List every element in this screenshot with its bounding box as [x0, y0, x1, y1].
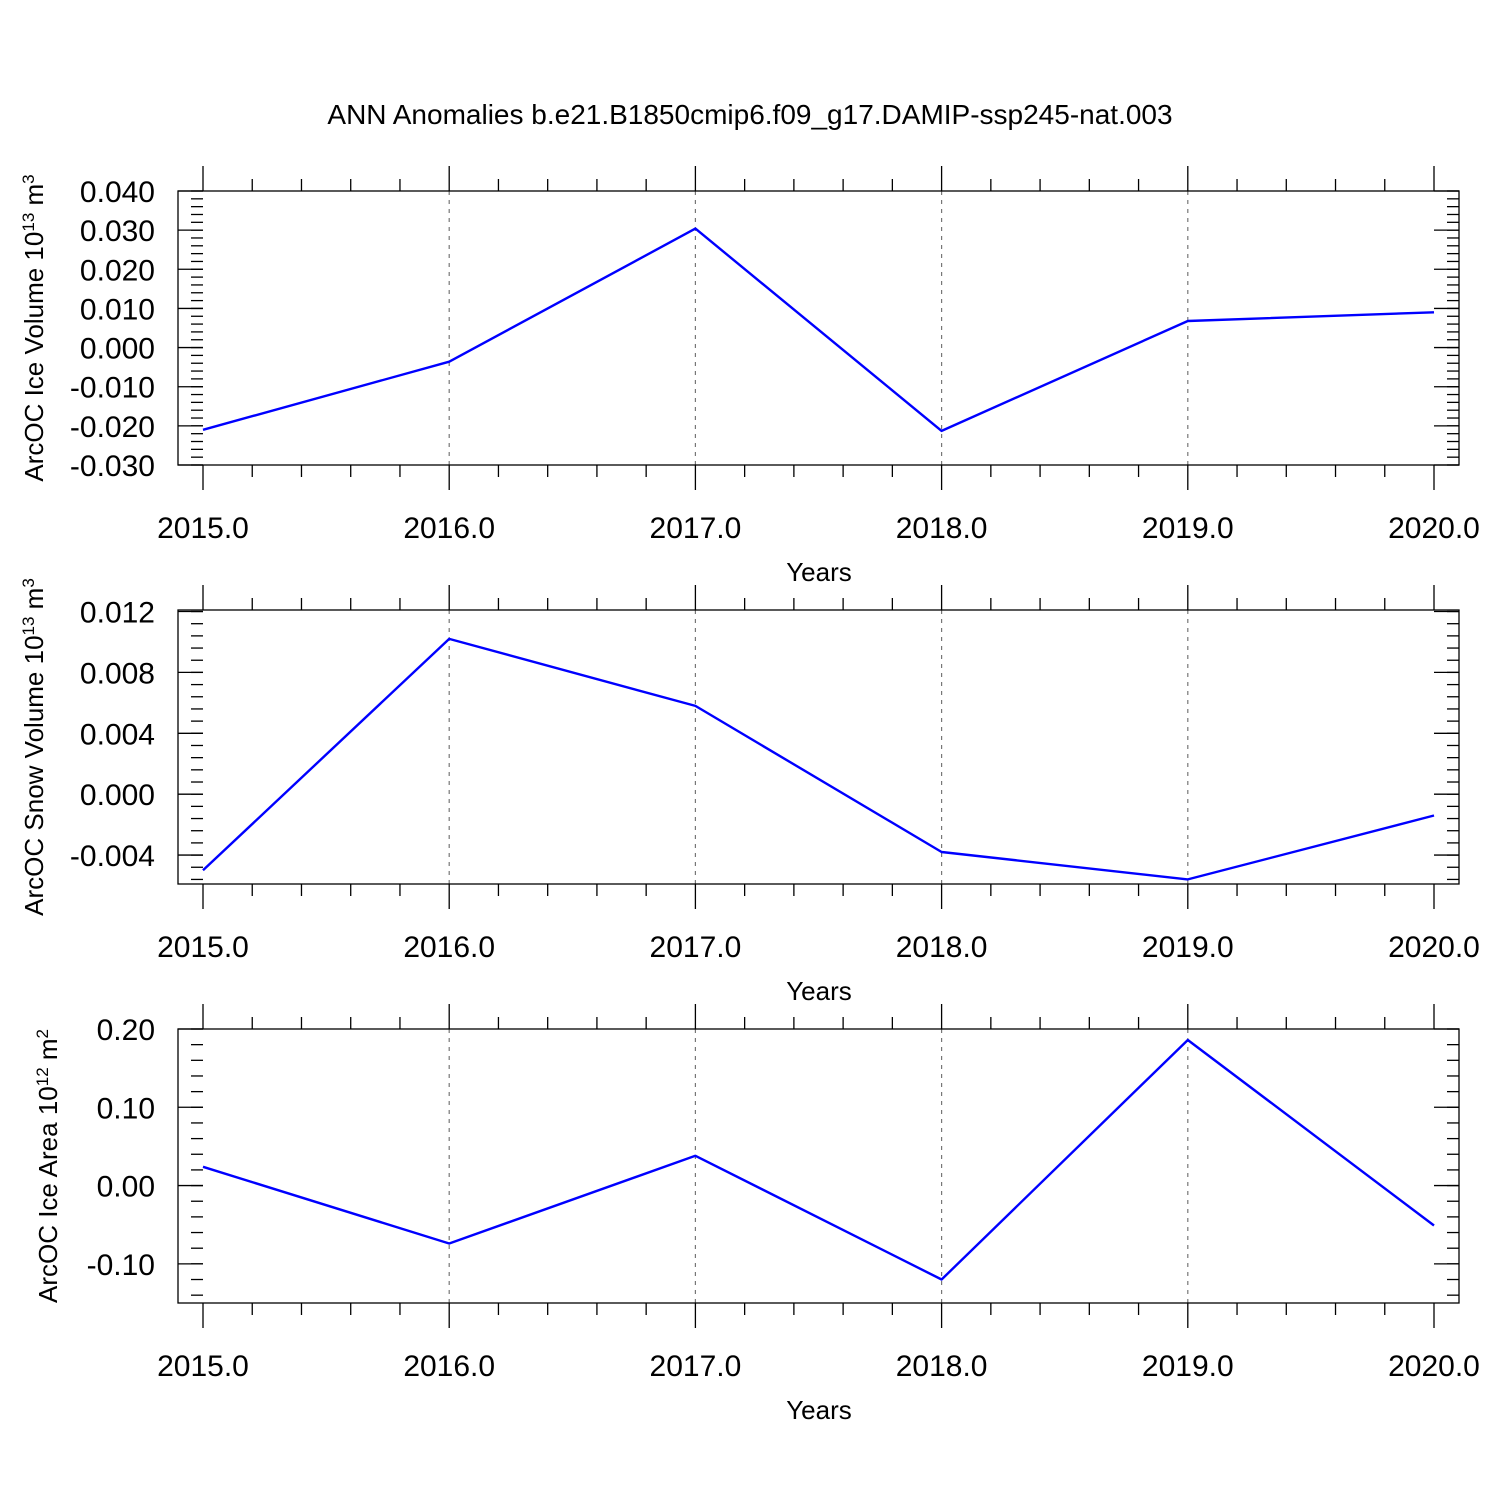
- plot-frame: [177, 609, 1460, 885]
- x-tick-label: 2017.0: [650, 512, 742, 545]
- x-tick-label: 2017.0: [650, 1350, 742, 1383]
- x-tick-label: 2019.0: [1142, 512, 1234, 545]
- x-tick-label: 2018.0: [896, 1350, 988, 1383]
- x-tick-label: 2016.0: [403, 512, 495, 545]
- x-tick-label: 2020.0: [1388, 931, 1480, 964]
- y-tick-label: 0.012: [80, 597, 155, 630]
- figure-title: ANN Anomalies b.e21.B1850cmip6.f09_g17.D…: [327, 99, 1172, 130]
- x-axis-label: Years: [786, 1395, 852, 1425]
- y-tick-label: 0.030: [80, 215, 155, 248]
- y-tick-label: -0.004: [70, 840, 155, 873]
- y-label-exp: 13: [19, 213, 38, 232]
- panel-1: 2015.0 2016.0 2017.0 2018.0 2019.0 2020.0 -0.0…: [19, 166, 1480, 587]
- y-label-unit: m: [33, 1038, 63, 1067]
- y-axis-label: ArcOC Ice Area 1012 m2: [33, 1029, 64, 1303]
- x-tick-label: 2019.0: [1142, 1350, 1234, 1383]
- y-label-main: ArcOC Snow Volume 10: [19, 635, 49, 915]
- y-tick-label: 0.000: [80, 779, 155, 812]
- x-tick-label: 2015.0: [157, 512, 249, 545]
- y-tick-label: 0.010: [80, 293, 155, 326]
- panel-2: 2015.0 2016.0 2017.0 2018.0 2019.0 2020.0 -0.0…: [19, 578, 1480, 1006]
- y-tick-label: 0.040: [80, 176, 155, 209]
- x-tick-label: 2016.0: [403, 931, 495, 964]
- x-tick-label: 2018.0: [896, 931, 988, 964]
- plot-frame: [177, 190, 1460, 466]
- x-axis-label: Years: [786, 976, 852, 1006]
- x-tick-label: 2020.0: [1388, 512, 1480, 545]
- y-label-main: ArcOC Ice Area 10: [33, 1086, 63, 1303]
- x-tick-label: 2016.0: [403, 1350, 495, 1383]
- x-tick-label: 2017.0: [650, 931, 742, 964]
- plot-frame: [177, 1028, 1460, 1304]
- x-tick-label: 2015.0: [157, 1350, 249, 1383]
- panel-3: 2015.0 2016.0 2017.0 2018.0 2019.0 2020.0 -0.1…: [33, 1004, 1480, 1425]
- y-label-unit-exp: 3: [19, 174, 38, 183]
- y-tick-label: 0.000: [80, 333, 155, 366]
- x-tick-label: 2019.0: [1142, 931, 1234, 964]
- y-axis-label: ArcOC Ice Volume 1013 m3: [19, 174, 50, 481]
- y-tick-label: 0.004: [80, 718, 155, 751]
- y-axis-label: ArcOC Snow Volume 1013 m3: [19, 578, 50, 916]
- panels: 2015.0 2016.0 2017.0 2018.0 2019.0 2020.0 -0.0…: [19, 166, 1480, 1425]
- y-label-unit: m: [19, 184, 49, 213]
- y-tick-label: -0.10: [87, 1249, 155, 1282]
- y-label-unit-exp: 2: [33, 1029, 52, 1038]
- y-tick-label: 0.008: [80, 657, 155, 690]
- y-tick-label: 0.020: [80, 254, 155, 287]
- y-label-unit-exp: 3: [19, 578, 38, 587]
- x-tick-label: 2020.0: [1388, 1350, 1480, 1383]
- y-tick-label: -0.030: [70, 450, 155, 483]
- x-tick-label: 2015.0: [157, 931, 249, 964]
- series-line: [202, 637, 1435, 881]
- y-tick-label: -0.020: [70, 411, 155, 444]
- y-label-exp: 13: [19, 617, 38, 636]
- series-line: [202, 227, 1435, 433]
- x-tick-label: 2018.0: [896, 512, 988, 545]
- x-axis-label: Years: [786, 557, 852, 587]
- y-label-unit: m: [19, 588, 49, 617]
- y-label-main: ArcOC Ice Volume 10: [19, 232, 49, 482]
- y-tick-label: 0.20: [97, 1014, 155, 1047]
- y-label-exp: 12: [33, 1067, 52, 1086]
- series-line: [202, 1038, 1435, 1281]
- y-tick-label: -0.010: [70, 372, 155, 405]
- y-tick-label: 0.10: [97, 1092, 155, 1125]
- y-tick-label: 0.00: [97, 1171, 155, 1204]
